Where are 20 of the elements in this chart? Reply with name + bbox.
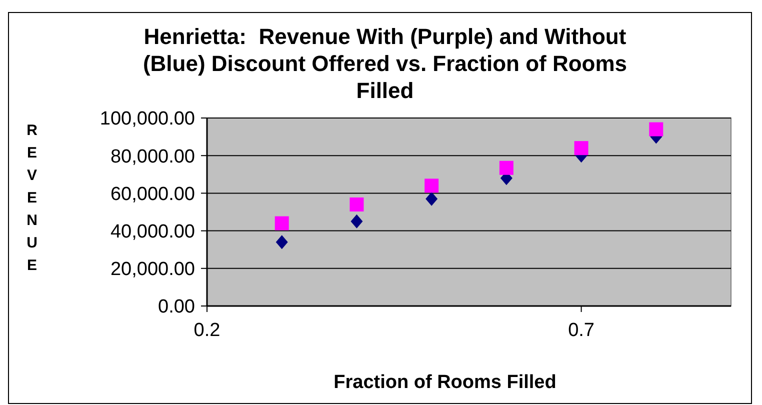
y-tick-label: 20,000.00 bbox=[110, 259, 195, 280]
y-tick-label: 60,000.00 bbox=[110, 184, 195, 205]
point bbox=[426, 192, 438, 206]
point bbox=[574, 141, 588, 156]
chart-title: Henrietta: Revenue With (Purple) and Without (Blue) Discount Offered vs. Fraction of Rooms Filled bbox=[142, 24, 628, 103]
point bbox=[350, 214, 363, 228]
y-axis-title: REVENUE bbox=[26, 122, 38, 274]
x-tick-label: 0.2 bbox=[194, 320, 220, 341]
y-tick-label: 0.00 bbox=[158, 296, 195, 318]
x-tick-label: 0.7 bbox=[568, 320, 594, 341]
point bbox=[350, 197, 364, 212]
y-tick-label: 80,000.00 bbox=[110, 146, 195, 168]
point bbox=[499, 160, 514, 175]
x-axis-title: Fraction of Rooms Filled bbox=[334, 372, 556, 393]
y-tick-label: 100,000.00 bbox=[100, 108, 195, 130]
y-tick-label: 40,000.00 bbox=[110, 221, 195, 242]
point bbox=[276, 235, 288, 250]
point bbox=[424, 178, 439, 193]
point bbox=[649, 122, 664, 136]
point bbox=[274, 216, 289, 230]
